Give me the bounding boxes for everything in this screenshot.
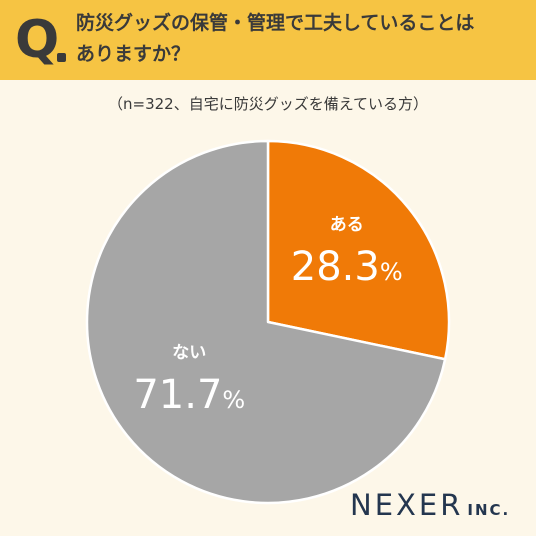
slice-label-aru: ある	[330, 215, 364, 235]
brand-suffix: INC.	[467, 501, 511, 519]
slice-value-nai: 71.7%	[133, 372, 245, 418]
question-header: Q 防災グッズの保管・管理で工夫していることは ありますか？	[0, 0, 536, 80]
slice-label-nai: ない	[172, 343, 206, 363]
question-line-1: 防災グッズの保管・管理で工夫していることは	[76, 12, 475, 34]
question-mark-dot	[57, 53, 66, 62]
brand-name: NEXER	[350, 488, 464, 522]
slice-value-aru: 28.3%	[291, 244, 403, 290]
question-mark: Q	[15, 10, 60, 70]
question-line-2: ありますか？	[76, 43, 191, 65]
pie-slice-nai	[85, 139, 447, 505]
pie-slice-aru	[266, 139, 451, 361]
sample-note: （n=322、自宅に防災グッズを備えている方）	[108, 95, 428, 113]
question-text: 防災グッズの保管・管理で工夫していることは ありますか？	[76, 8, 526, 70]
brand-logo: NEXER INC.	[350, 488, 510, 522]
